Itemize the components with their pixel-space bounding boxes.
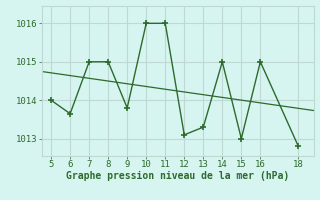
X-axis label: Graphe pression niveau de la mer (hPa): Graphe pression niveau de la mer (hPa)	[66, 171, 289, 181]
